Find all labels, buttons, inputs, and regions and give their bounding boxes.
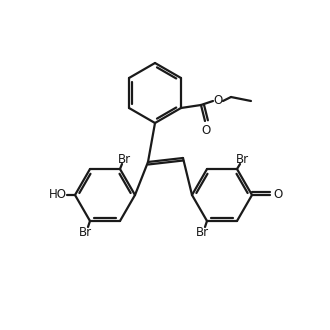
Text: Br: Br: [235, 152, 248, 166]
Text: Br: Br: [195, 226, 209, 240]
Text: Br: Br: [79, 226, 91, 240]
Text: O: O: [273, 188, 282, 202]
Text: O: O: [214, 94, 223, 108]
Text: Br: Br: [117, 152, 131, 166]
Text: O: O: [201, 123, 211, 137]
Text: HO: HO: [49, 188, 67, 202]
